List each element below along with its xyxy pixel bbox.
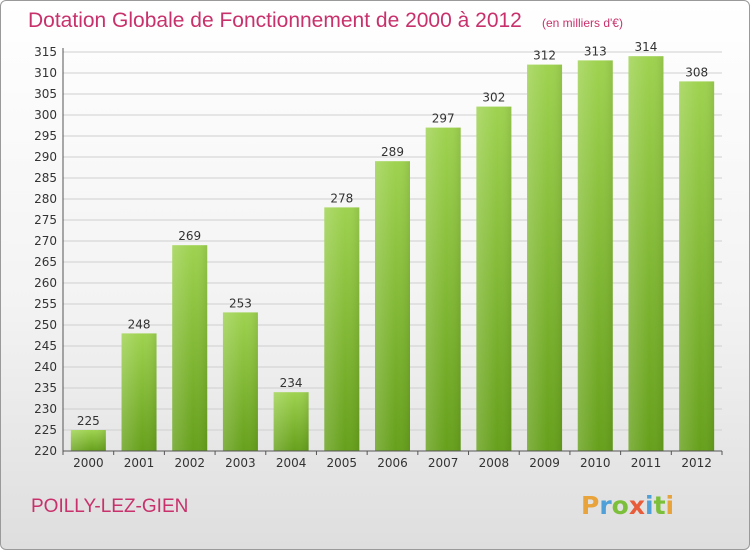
y-tick-label: 305 (34, 87, 57, 101)
y-tick-label: 225 (34, 423, 57, 437)
y-tick-label: 250 (34, 318, 57, 332)
data-labels: 225 248 269 253 234 278 289 297 302 312 313 314 308 (77, 40, 708, 428)
y-tick-label: 285 (34, 171, 57, 185)
y-tick-label: 220 (34, 444, 57, 458)
y-axis-tick-labels: 220 225 230 235 240 245 250 255 260 265 270 275 280 2… (34, 45, 57, 458)
bar-shade-2008 (476, 106, 512, 451)
y-tick-label: 245 (34, 339, 57, 353)
bar-shade-2000 (70, 430, 106, 451)
x-tick-label-2003: 2003 (225, 456, 256, 470)
data-label-2006: 289 (381, 145, 404, 159)
data-label-2007: 297 (432, 112, 455, 126)
y-tick-label: 300 (34, 108, 57, 122)
data-label-2010: 313 (584, 44, 607, 58)
city-name: POILLY-LEZ-GIEN (31, 496, 189, 517)
x-tick-label-2006: 2006 (377, 456, 408, 470)
proxiti-logo: Proxiti (581, 491, 675, 520)
x-tick-label-2008: 2008 (479, 456, 510, 470)
x-axis-tick-labels: 2000 2001 2002 2003 2004 2005 2006 2007 2008 2009… (62, 451, 723, 470)
data-label-2001: 248 (128, 317, 151, 331)
bar-shade-2012 (679, 81, 715, 452)
data-label-2009: 312 (533, 49, 556, 63)
bars (70, 56, 715, 452)
data-label-2011: 314 (635, 40, 658, 54)
y-tick-label: 240 (34, 360, 57, 374)
y-tick-label: 255 (34, 297, 57, 311)
axes (62, 48, 722, 452)
data-label-2005: 278 (330, 191, 353, 205)
bar-shade-2004 (273, 392, 309, 451)
data-label-2000: 225 (77, 414, 100, 428)
chart-subtitle: (en milliers d'€) (542, 16, 623, 30)
x-tick-label-2000: 2000 (73, 456, 104, 470)
y-tick-label: 290 (34, 150, 57, 164)
bar-shade-2006 (375, 161, 410, 451)
bar-shade-2002 (172, 245, 208, 451)
x-tick-label-2007: 2007 (428, 456, 459, 470)
y-tick-label: 230 (34, 402, 57, 416)
y-tick-label: 280 (34, 192, 57, 206)
data-label-2008: 302 (482, 91, 505, 105)
x-tick-label-2011: 2011 (631, 456, 662, 470)
data-label-2012: 308 (685, 65, 708, 79)
y-tick-label: 235 (34, 381, 57, 395)
bar-shade-2009 (527, 64, 563, 451)
bar-shade-2001 (121, 333, 157, 451)
x-tick-label-2009: 2009 (529, 456, 560, 470)
x-tick-label-2002: 2002 (174, 456, 205, 470)
bar-shade-2011 (628, 56, 664, 451)
x-tick-label-2005: 2005 (327, 456, 358, 470)
bar-shade-2010 (577, 60, 613, 452)
chart-title: Dotation Globale de Fonctionnement de 20… (28, 9, 522, 32)
y-tick-label: 270 (34, 234, 57, 248)
x-tick-label-2001: 2001 (124, 456, 155, 470)
x-tick-label-2012: 2012 (681, 456, 712, 470)
data-label-2003: 253 (229, 296, 252, 310)
y-tick-label: 265 (34, 255, 57, 269)
bar-shade-2005 (324, 207, 360, 451)
y-tick-label: 315 (34, 45, 57, 59)
y-tick-label: 275 (34, 213, 57, 227)
bar-shade-2003 (222, 312, 258, 451)
x-tick-label-2010: 2010 (580, 456, 611, 470)
data-label-2004: 234 (280, 376, 303, 390)
data-label-2002: 269 (178, 229, 201, 243)
y-tick-label: 295 (34, 129, 57, 143)
bar-shade-2007 (425, 127, 461, 451)
x-tick-label-2004: 2004 (276, 456, 307, 470)
y-tick-label: 260 (34, 276, 57, 290)
y-tick-label: 310 (34, 66, 57, 80)
